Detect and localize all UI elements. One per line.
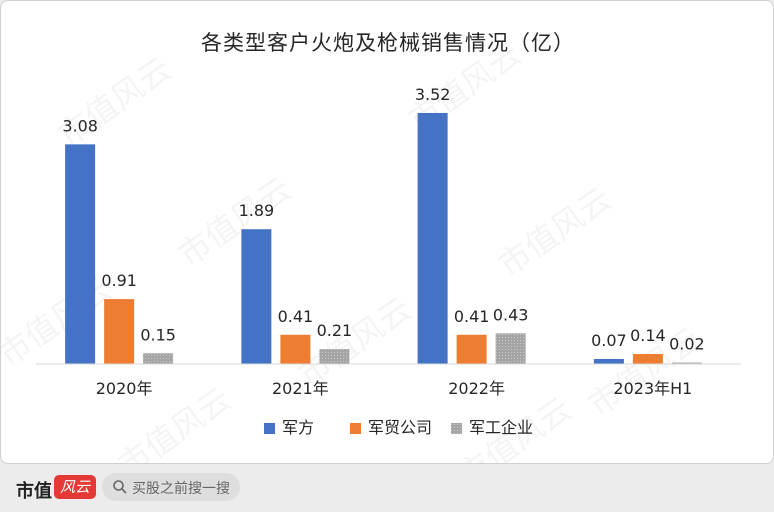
- watermark-text: 市值风云: [171, 170, 298, 275]
- bar-军工企业-2020年: [143, 353, 174, 364]
- bar-军方-2020年: [65, 144, 96, 364]
- data-label: 3.52: [415, 85, 451, 104]
- x-tick-label: 2022年: [448, 379, 505, 398]
- watermark-text: 市值风云: [51, 50, 178, 155]
- legend-label: 军贸公司: [368, 418, 432, 437]
- bar-军贸公司-2021年: [280, 334, 311, 364]
- brand-logo: 市值: [16, 481, 52, 502]
- legend-swatch: [350, 423, 361, 434]
- x-tick-label: 2020年: [96, 379, 153, 398]
- search-icon: [113, 480, 127, 494]
- data-label: 0.43: [493, 305, 529, 324]
- brand-badge: 风云: [54, 475, 96, 499]
- x-tick-label: 2021年: [272, 379, 329, 398]
- legend-label: 军工企业: [469, 418, 533, 437]
- x-tick-label: 2023年H1: [613, 379, 692, 398]
- bar-军工企业-2023年H1: [671, 362, 702, 364]
- chart-card: 各类型客户火炮及枪械销售情况（亿） 市值风云 市值风云 市值风云 市值风云 市值风云 市值…: [0, 0, 774, 464]
- data-label: 0.15: [140, 325, 176, 344]
- data-label: 0.02: [669, 335, 705, 354]
- chart-title: 各类型客户火炮及枪械销售情况（亿）: [201, 31, 575, 55]
- watermark-text: 市值风云: [491, 180, 618, 285]
- bar-军贸公司-2023年H1: [632, 354, 663, 364]
- legend-swatch: [451, 423, 462, 434]
- legend-label: 军方: [282, 418, 314, 437]
- search-placeholder: 买股之前搜一搜: [132, 481, 230, 497]
- data-label: 0.21: [317, 321, 353, 340]
- data-label: 1.89: [239, 201, 275, 220]
- search-box[interactable]: 买股之前搜一搜: [102, 473, 240, 501]
- data-label: 3.08: [62, 116, 98, 135]
- bar-军工企业-2021年: [319, 349, 350, 364]
- legend-swatch: [264, 423, 275, 434]
- data-label: 0.41: [454, 307, 490, 326]
- data-label: 0.14: [630, 326, 666, 345]
- data-label: 0.91: [101, 271, 137, 290]
- footer-bar: 市值 风云 买股之前搜一搜: [0, 464, 774, 512]
- bar-军贸公司-2022年: [456, 334, 487, 364]
- bar-军方-2021年: [241, 229, 272, 364]
- data-label: 0.07: [591, 331, 627, 350]
- bar-军方-2023年H1: [593, 359, 624, 364]
- data-label: 0.41: [278, 307, 314, 326]
- bar-军方-2022年: [417, 112, 448, 365]
- bar-军贸公司-2020年: [104, 299, 135, 364]
- bar-军工企业-2022年: [495, 333, 526, 364]
